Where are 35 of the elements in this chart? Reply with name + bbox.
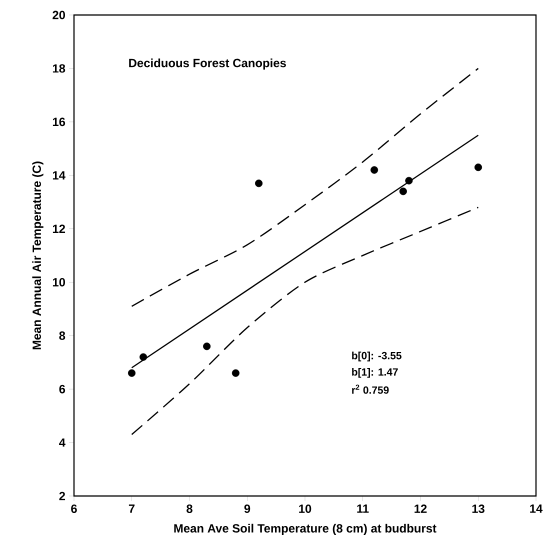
y-tick-label: 10 [52,278,66,286]
point [203,342,211,350]
x-axis-title: Mean Ave Soil Temperature (8 cm) at budburst [174,524,436,535]
point [474,164,482,172]
y-tick-label: 4 [59,438,66,447]
x-tick-label: 12 [414,504,427,513]
y-tick-label: 6 [59,384,66,394]
point [232,369,240,377]
y-axis-title: Mean Annual Air Temperature (C) [32,162,44,350]
point [128,369,136,377]
y-tick-label: 20 [52,10,66,20]
y-tick-label: 14 [52,171,66,180]
point [370,166,378,174]
x-tick-label: 13 [472,504,484,513]
y-tick-label: 8 [59,331,66,340]
text: Deciduous Forest Canopies [129,58,286,70]
x-tick-label: 14 [530,504,543,513]
x-tick-label: 9 [244,504,250,513]
annotation: b[0]: -3.55 [352,352,402,362]
point [399,188,407,196]
y-tick-label: 16 [52,118,66,126]
point [255,180,263,188]
point [140,353,148,361]
y-tick-label: 12 [52,224,66,233]
x-tick-label: 7 [128,504,135,513]
y-tick-label: 18 [52,64,66,73]
x-tick-label: 10 [299,504,312,513]
x-tick-label: 11 [357,504,369,513]
x-tick-label: 8 [186,504,192,513]
y-tick-label: 2 [59,492,66,500]
annotation: b[1]: 1.47 [352,368,398,378]
line-series [131,206,479,436]
point [405,176,413,184]
x-tick-label: 6 [71,504,77,513]
annotation: r$^{2}$ 0.759 [352,384,389,394]
